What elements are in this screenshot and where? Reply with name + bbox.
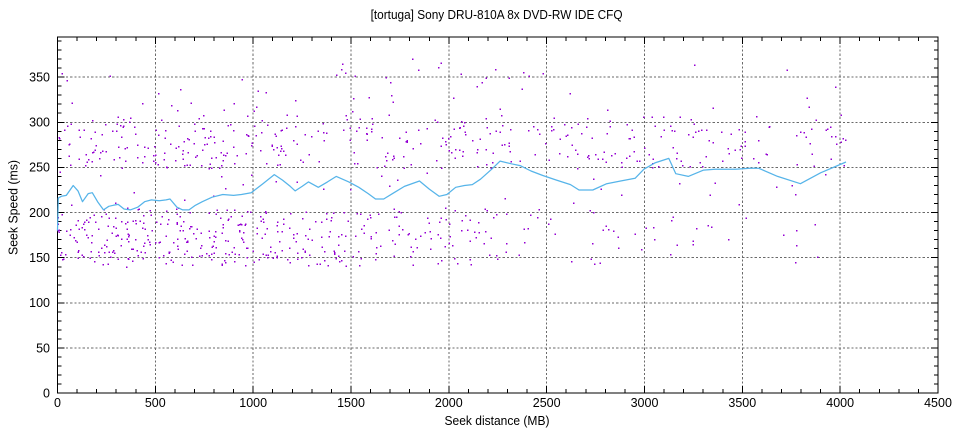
svg-text:0: 0 xyxy=(43,387,50,401)
svg-text:[tortuga] Sony DRU-810A 8x DVD: [tortuga] Sony DRU-810A 8x DVD-RW IDE CF… xyxy=(371,7,623,22)
svg-text:3000: 3000 xyxy=(631,396,659,410)
svg-text:Seek Speed (ms): Seek Speed (ms) xyxy=(7,160,21,255)
svg-text:4000: 4000 xyxy=(826,396,854,410)
svg-text:3500: 3500 xyxy=(728,396,756,410)
svg-text:350: 350 xyxy=(29,70,50,84)
svg-text:1000: 1000 xyxy=(239,396,267,410)
svg-text:0: 0 xyxy=(54,396,61,410)
svg-text:2500: 2500 xyxy=(533,396,561,410)
svg-text:150: 150 xyxy=(29,251,50,265)
svg-text:1500: 1500 xyxy=(337,396,365,410)
svg-text:Seek distance (MB): Seek distance (MB) xyxy=(445,414,550,428)
svg-text:250: 250 xyxy=(29,161,50,175)
svg-text:300: 300 xyxy=(29,116,50,130)
svg-text:200: 200 xyxy=(29,206,50,220)
svg-text:500: 500 xyxy=(145,396,166,410)
svg-text:50: 50 xyxy=(36,341,50,355)
svg-text:100: 100 xyxy=(29,296,50,310)
svg-text:2000: 2000 xyxy=(435,396,463,410)
svg-text:4500: 4500 xyxy=(924,396,952,410)
